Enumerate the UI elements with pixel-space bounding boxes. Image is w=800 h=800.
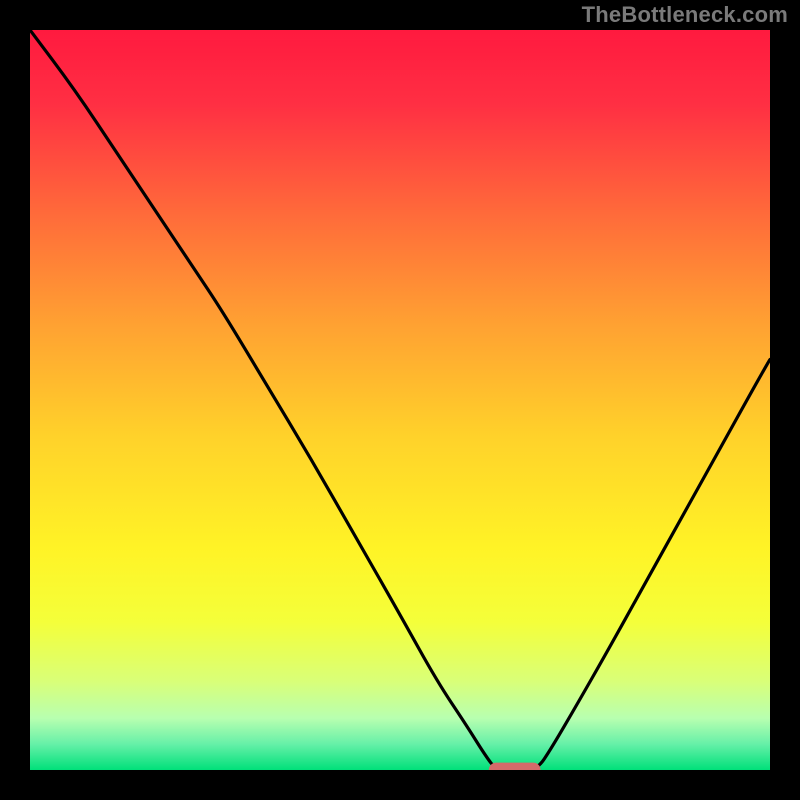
optimal-marker — [489, 763, 541, 770]
plot-svg — [30, 30, 770, 770]
gradient-background — [30, 30, 770, 770]
plot-area — [30, 30, 770, 770]
watermark-text: TheBottleneck.com — [582, 2, 788, 28]
chart-frame: TheBottleneck.com — [0, 0, 800, 800]
